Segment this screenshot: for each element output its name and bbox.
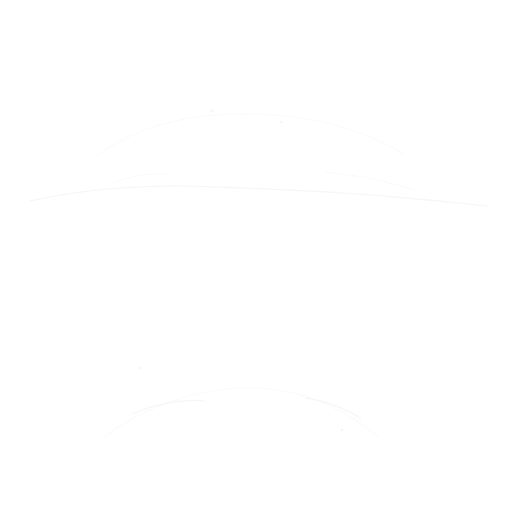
lower-right-dot: [340, 428, 344, 432]
lower-small-stroke-left: [131, 399, 205, 415]
upper-horizon-line: [29, 185, 488, 207]
lower-faint-curve: [103, 387, 379, 438]
upper-small-stroke-right: [325, 171, 415, 191]
lower-small-stroke-right: [305, 397, 361, 419]
lower-left-dot: [138, 366, 142, 370]
upper-faint-curve: [95, 113, 405, 157]
upper-left-dot: [210, 109, 214, 113]
upper-small-stroke-left: [111, 173, 169, 184]
upper-right-dot: [279, 120, 283, 124]
